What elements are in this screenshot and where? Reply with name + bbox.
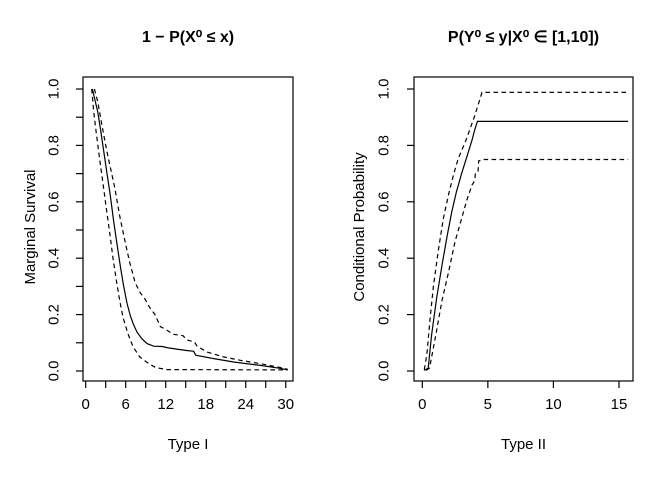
- right-x-tick-label: 0: [418, 396, 426, 413]
- left-x-tick-label: 18: [197, 396, 214, 413]
- left-x-tick-label: 6: [122, 396, 130, 413]
- left-x-tick-label: 12: [157, 396, 174, 413]
- right-x-tick-label: 10: [545, 396, 562, 413]
- left-y-axis-label: Marginal Survival: [22, 169, 39, 285]
- right-x-tick-label: 5: [484, 396, 492, 413]
- right-y-tick-label: 0.2: [375, 304, 392, 325]
- right-y-tick-label: 0.8: [375, 135, 392, 156]
- left-survival-estimate-curve: [91, 88, 288, 371]
- left-y-tick-label: 0.0: [45, 361, 62, 382]
- left-plot-box: [82, 76, 294, 382]
- left-lower-confidence-band-curve: [91, 88, 288, 371]
- right-upper-confidence-band-curve: [423, 91, 629, 370]
- right-plot-box: [413, 76, 634, 382]
- right-y-tick-label: 1.0: [375, 79, 392, 100]
- left-panel-title: 1 − P(X⁰ ≤ x): [141, 29, 235, 46]
- right-y-tick-label: 0.6: [375, 191, 392, 212]
- right-y-axis-label: Conditional Probability: [351, 152, 368, 302]
- right-y-tick-label: 0.4: [375, 248, 392, 269]
- left-upper-confidence-band-curve: [93, 88, 288, 370]
- left-x-tick-label: 30: [277, 396, 294, 413]
- left-x-tick-label: 0: [82, 396, 90, 413]
- left-x-axis-label: Type I: [167, 436, 209, 453]
- right-conditional-probability-estimate-curve: [424, 120, 629, 371]
- left-x-tick-label: 24: [237, 396, 254, 413]
- right-y-tick-label: 0.0: [375, 361, 392, 382]
- left-y-tick-label: 1.0: [45, 79, 62, 100]
- left-y-tick-label: 0.2: [45, 304, 62, 325]
- left-y-tick-label: 0.8: [45, 135, 62, 156]
- right-x-axis-label: Type II: [500, 436, 547, 453]
- left-y-tick-label: 0.4: [45, 248, 62, 269]
- right-panel-title: P(Y⁰ ≤ y|X⁰ ∈ [1,10]): [447, 29, 600, 46]
- right-lower-confidence-band-curve: [425, 158, 629, 371]
- right-x-tick-label: 15: [611, 396, 628, 413]
- left-y-tick-label: 0.6: [45, 191, 62, 212]
